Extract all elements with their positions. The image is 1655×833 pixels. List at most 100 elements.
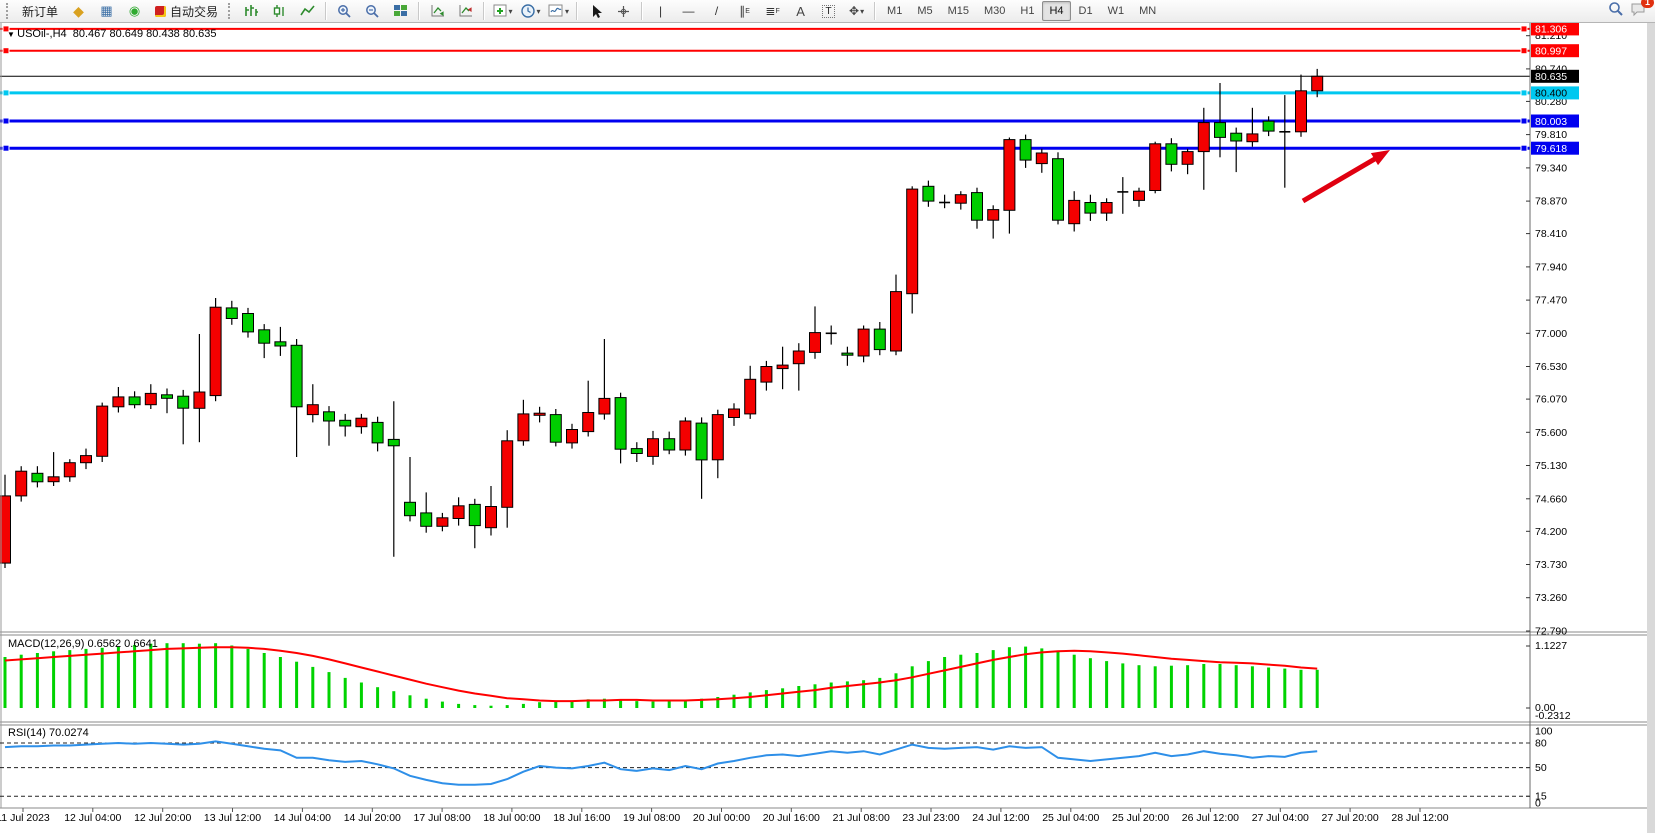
rsi-scale-label: 50	[1535, 762, 1547, 774]
tab-h1[interactable]: H1	[1020, 5, 1035, 17]
crosshair-icon[interactable]	[610, 0, 637, 22]
time-label: 13 Jul 12:00	[204, 812, 261, 824]
search-icon[interactable]	[1608, 1, 1624, 22]
macd-bar	[246, 648, 250, 708]
toolbar-grip[interactable]	[6, 3, 12, 19]
line-chart-icon[interactable]	[294, 0, 321, 22]
time-label: 11 Jul 2023	[0, 812, 50, 824]
tab-d1[interactable]: D1	[1078, 5, 1093, 17]
macd-bar	[1234, 665, 1238, 708]
macd-bar	[100, 647, 104, 708]
tab-m1[interactable]: M1	[887, 5, 903, 17]
line-handle[interactable]	[2, 144, 10, 152]
tab-w1[interactable]: W1	[1107, 5, 1125, 17]
arrows-tool-icon[interactable]: ✥ ▾	[849, 4, 865, 18]
text-tool-icon[interactable]: A	[796, 3, 805, 19]
candle	[144, 392, 157, 406]
macd-bar	[1056, 651, 1060, 708]
price-tick: 78.870	[1535, 196, 1567, 208]
time-label: 18 Jul 16:00	[553, 812, 610, 824]
macd-bar	[1024, 646, 1028, 708]
macd-bar	[181, 643, 185, 708]
price-tick: 78.410	[1535, 228, 1567, 240]
macd-bar	[311, 666, 315, 708]
line-handle[interactable]	[1520, 25, 1528, 33]
macd-bar	[1315, 669, 1319, 708]
toolbar-grip[interactable]	[228, 3, 234, 19]
candle	[1019, 139, 1032, 161]
cursor-icon[interactable]	[582, 0, 609, 22]
price-label: 79.618	[1535, 143, 1567, 155]
price-label-box	[1531, 69, 1579, 83]
candle	[177, 395, 190, 409]
tab-m30[interactable]: M30	[984, 5, 1006, 17]
chart-shift-icon[interactable]	[452, 0, 479, 22]
signal-icon[interactable]: ◉	[128, 3, 141, 18]
label-tool-icon[interactable]: T	[815, 0, 842, 22]
line-handle[interactable]	[1520, 89, 1528, 97]
vertical-line-icon[interactable]: |	[658, 4, 663, 18]
price-tick: 77.940	[1535, 261, 1567, 273]
auto-scroll-icon[interactable]	[424, 0, 451, 22]
candle	[906, 188, 919, 295]
tab-h4[interactable]: H4	[1042, 1, 1071, 21]
trend-arrow[interactable]	[1301, 153, 1382, 204]
line-handle[interactable]	[2, 47, 10, 55]
candle	[128, 396, 141, 406]
macd-bar	[667, 701, 671, 708]
line-handle[interactable]	[2, 89, 10, 97]
macd-bar	[230, 645, 234, 708]
line-handle[interactable]	[1520, 117, 1528, 125]
price-tick: 75.130	[1535, 460, 1567, 472]
chat-icon[interactable]: 1	[1630, 0, 1654, 22]
line-handle[interactable]	[2, 25, 10, 33]
new-order-button[interactable]: 新订单	[16, 1, 64, 21]
price-tick: 73.730	[1535, 559, 1567, 571]
macd-bar	[602, 698, 606, 708]
tab-m15[interactable]: M15	[947, 5, 970, 17]
channel-icon[interactable]: ∥ E	[739, 4, 750, 18]
macd-bar	[278, 657, 282, 708]
chart-template-button[interactable]: ▾	[545, 0, 572, 22]
line-handle[interactable]	[2, 117, 10, 125]
time-label: 23 Jul 23:00	[902, 812, 959, 824]
candle	[598, 397, 611, 415]
macd-bar	[376, 687, 380, 708]
tab-mn[interactable]: MN	[1139, 5, 1157, 17]
line-handle[interactable]	[1520, 47, 1528, 55]
chart-title: ▼ USOil-,H4 80.467 80.649 80.438 80.635	[7, 28, 217, 40]
candle	[96, 405, 109, 457]
period-clock-button[interactable]: ▾	[517, 0, 544, 22]
macd-bar	[19, 654, 23, 708]
price-label: 80.997	[1535, 46, 1567, 58]
bar-chart-icon[interactable]	[238, 0, 265, 22]
fibonacci-icon[interactable]: ≣ F	[765, 4, 780, 18]
candlestick-icon[interactable]	[266, 0, 293, 22]
package-icon[interactable]: ◆	[73, 2, 84, 19]
chart-menu-triangle-icon[interactable]: ▼	[7, 30, 18, 39]
tab-m5[interactable]: M5	[917, 5, 933, 17]
tile-windows-icon[interactable]	[387, 0, 414, 22]
line-handle[interactable]	[1520, 144, 1528, 152]
market-watch-icon[interactable]: ▦	[100, 3, 113, 18]
time-label: 20 Jul 00:00	[693, 812, 750, 824]
candle	[711, 414, 724, 461]
candle	[1165, 143, 1178, 165]
macd-signal-line	[4, 646, 1318, 703]
macd-bar	[1250, 666, 1254, 708]
rsi-scale-label: 80	[1535, 738, 1547, 750]
macd-bar	[926, 661, 930, 708]
candle	[857, 328, 870, 357]
zoom-in-icon[interactable]	[331, 0, 358, 22]
indicators-button[interactable]: ▾	[489, 0, 516, 22]
trend-arrow-head[interactable]	[1370, 150, 1390, 166]
auto-trading-button[interactable]: 自动交易	[149, 1, 224, 21]
macd-bar	[538, 702, 542, 708]
zoom-out-icon[interactable]	[359, 0, 386, 22]
trendline-icon[interactable]: /	[714, 4, 719, 18]
horizontal-line-icon[interactable]: —	[682, 4, 695, 18]
candle	[387, 438, 400, 447]
candle	[436, 517, 449, 527]
price-tick: 79.340	[1535, 162, 1567, 174]
